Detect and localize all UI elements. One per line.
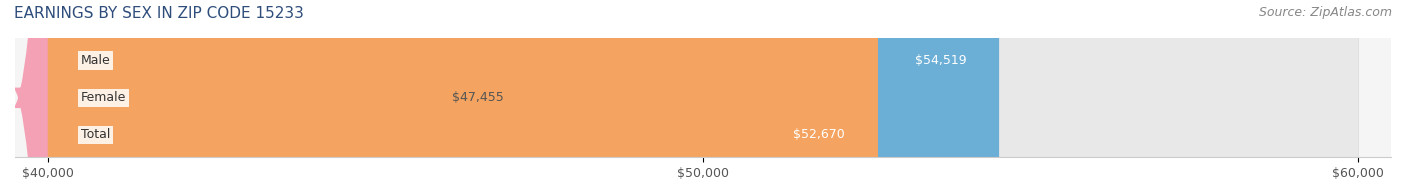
Text: $47,455: $47,455 [451,91,503,104]
FancyBboxPatch shape [48,0,877,195]
FancyBboxPatch shape [48,0,1358,195]
Text: $54,519: $54,519 [915,54,966,67]
FancyBboxPatch shape [13,0,572,195]
FancyBboxPatch shape [48,0,1358,195]
Text: $52,670: $52,670 [793,129,845,142]
Text: Source: ZipAtlas.com: Source: ZipAtlas.com [1258,6,1392,19]
FancyBboxPatch shape [48,0,1358,195]
Text: Total: Total [80,129,110,142]
Text: Female: Female [80,91,127,104]
Text: Male: Male [80,54,110,67]
FancyBboxPatch shape [48,0,1000,195]
Text: EARNINGS BY SEX IN ZIP CODE 15233: EARNINGS BY SEX IN ZIP CODE 15233 [14,6,304,21]
